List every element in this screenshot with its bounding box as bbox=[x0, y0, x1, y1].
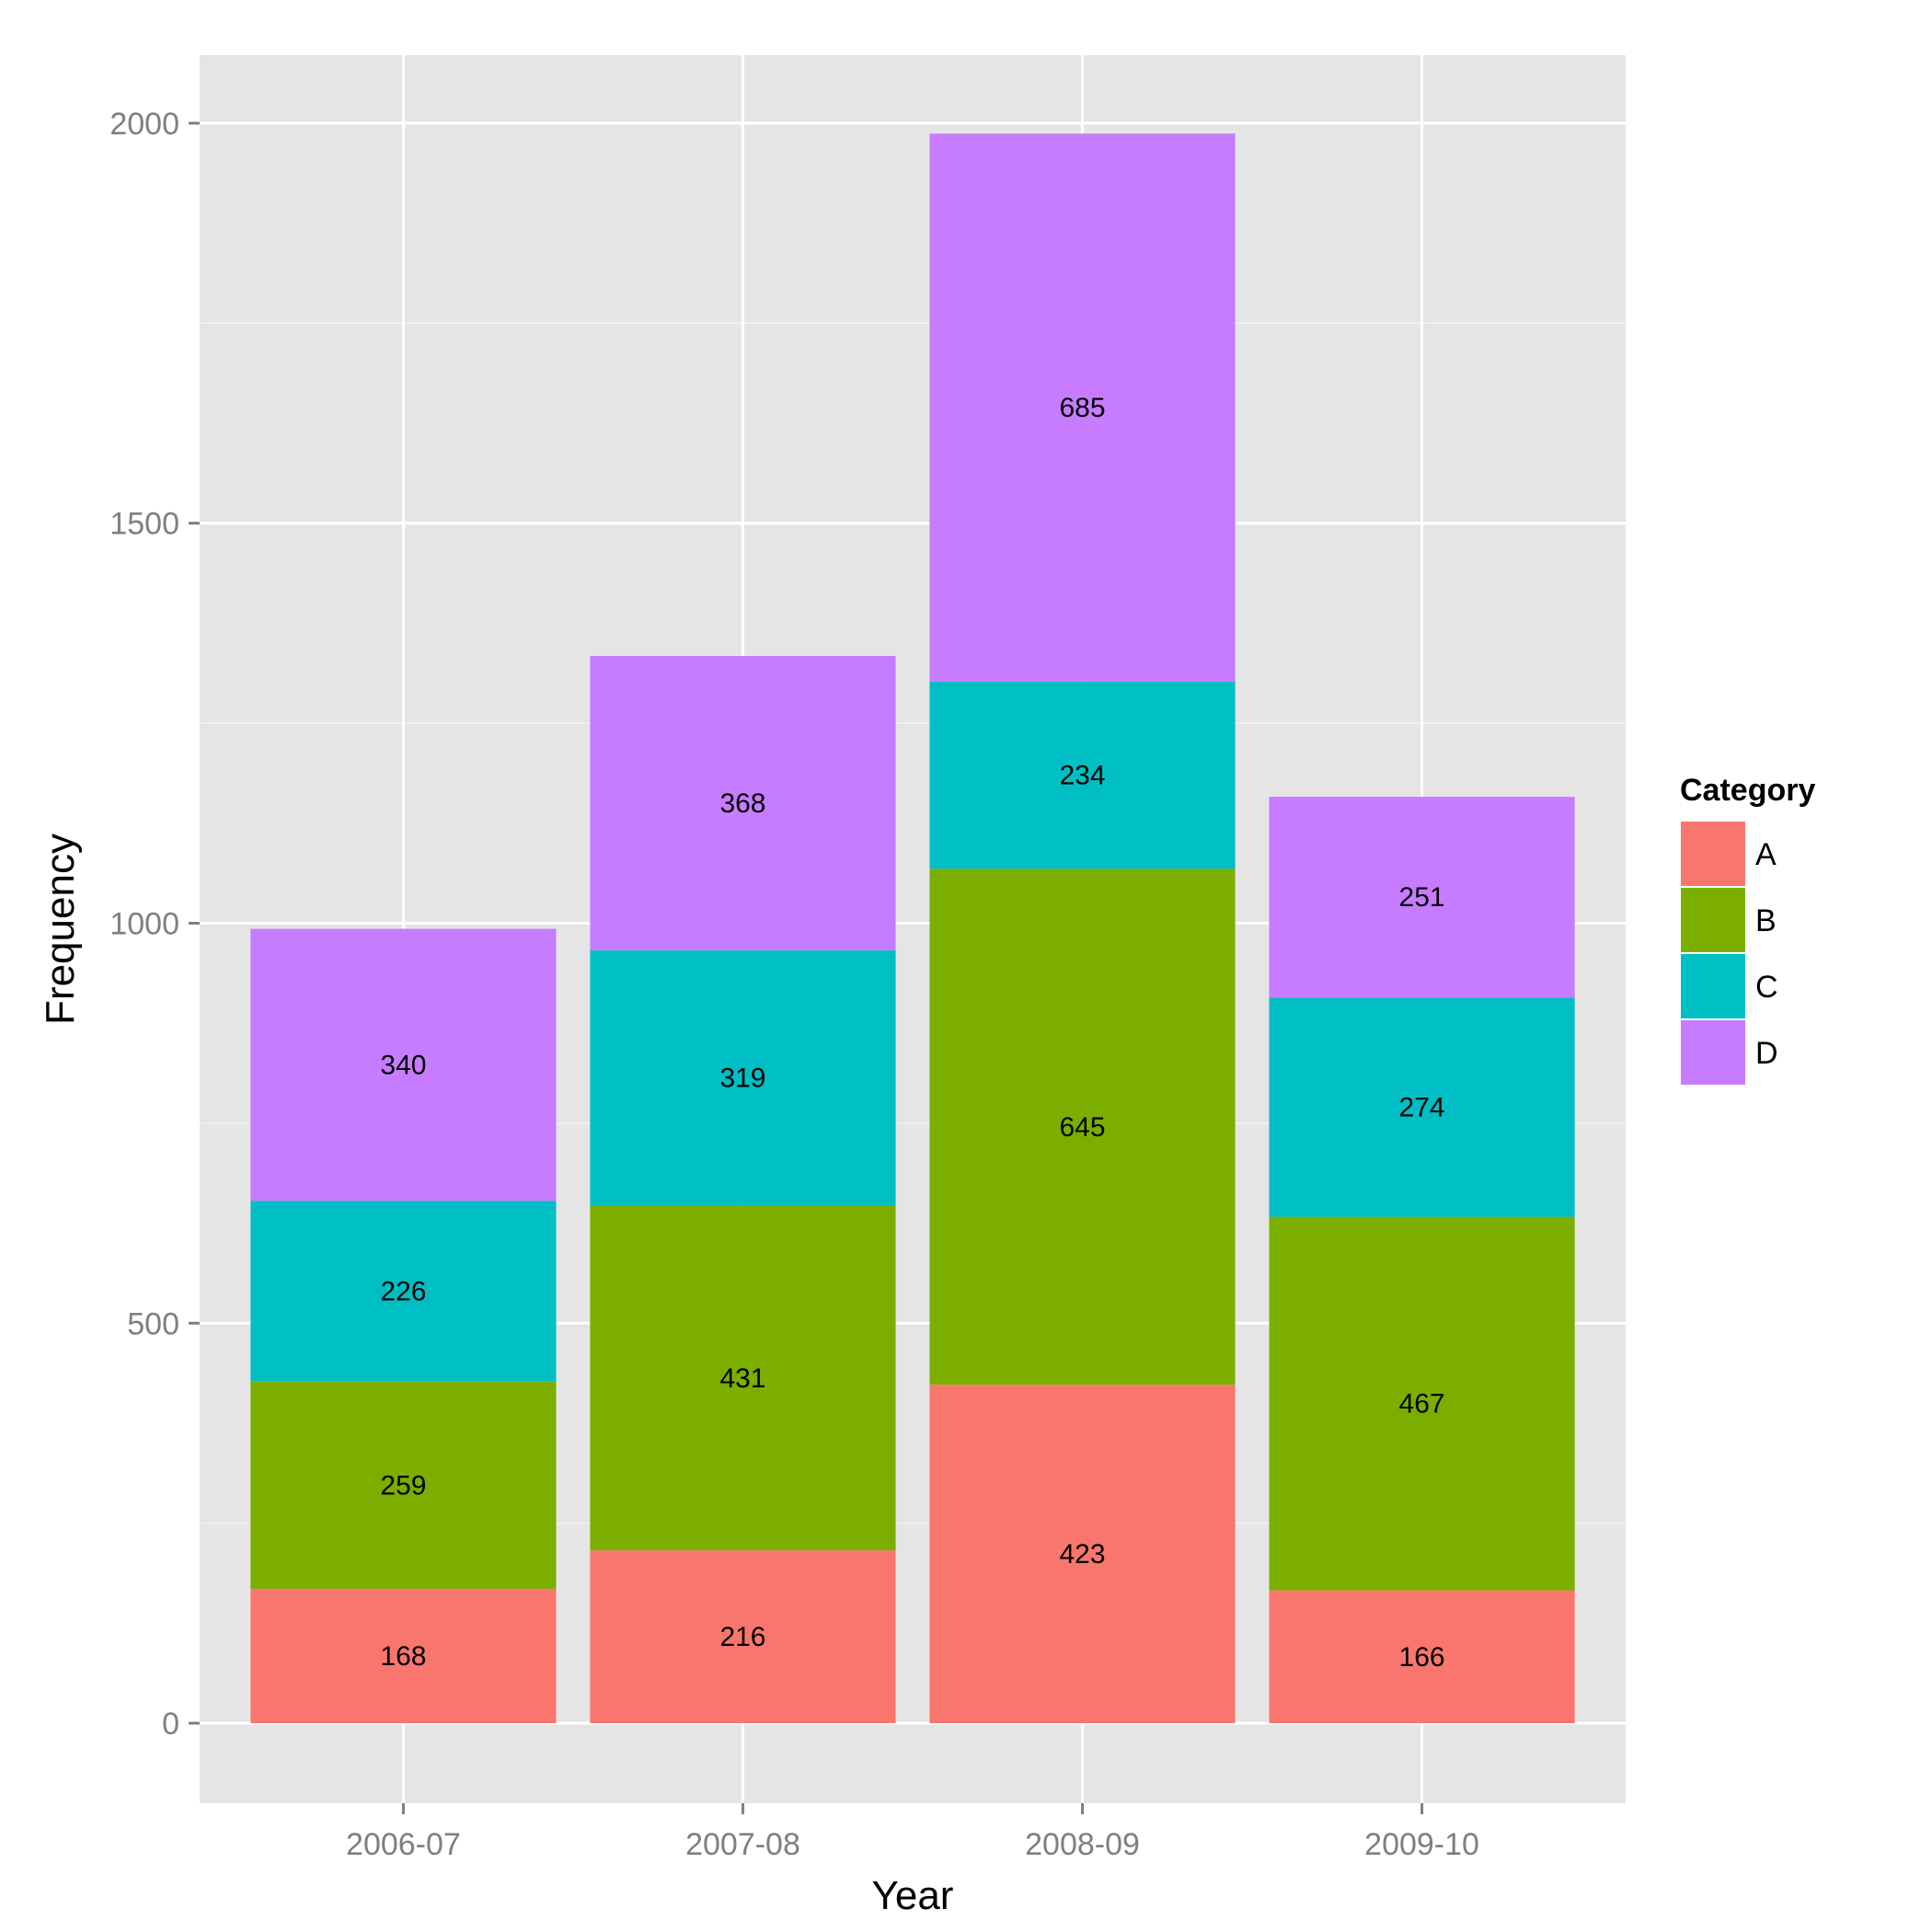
bar-segment-b-2009-10 bbox=[1269, 1216, 1575, 1591]
bar-segment-a-2009-10 bbox=[1269, 1590, 1575, 1724]
bar-segment-d-2009-10 bbox=[1269, 797, 1575, 998]
y-tick-label: 1000 bbox=[109, 906, 179, 941]
bar-data-label: 645 bbox=[1059, 1112, 1105, 1143]
bar-data-label: 319 bbox=[719, 1064, 765, 1094]
bar-segment-c-2008-09 bbox=[929, 681, 1236, 869]
legend-label-a: A bbox=[1755, 837, 1777, 872]
bar-segment-c-2009-10 bbox=[1269, 997, 1575, 1217]
bar-segment-d-2007-08 bbox=[590, 656, 896, 951]
legend-key-b bbox=[1679, 886, 1747, 954]
bar-segment-a-2007-08 bbox=[590, 1550, 896, 1724]
x-axis-title: Year bbox=[872, 1873, 954, 1918]
legend-label-c: C bbox=[1755, 970, 1778, 1005]
bar-data-label: 423 bbox=[1059, 1539, 1105, 1570]
y-axis: 0 500 1000 1500 2000 bbox=[109, 107, 200, 1742]
bar-data-label: 685 bbox=[1059, 393, 1105, 423]
x-tick-label: 2008-09 bbox=[1025, 1827, 1140, 1862]
bar-segment-d-2006-07 bbox=[250, 928, 557, 1202]
bar-segment-c-2007-08 bbox=[590, 950, 896, 1206]
bar-data-label: 234 bbox=[1059, 761, 1105, 791]
bar-data-label: 467 bbox=[1399, 1389, 1445, 1420]
y-tick-label: 2000 bbox=[109, 107, 179, 142]
bar-data-label: 431 bbox=[719, 1363, 765, 1394]
bar-segment-a-2008-09 bbox=[929, 1385, 1236, 1724]
bar-stack-group bbox=[250, 133, 1575, 1724]
bar-data-label: 274 bbox=[1399, 1092, 1445, 1122]
bar-data-label: 368 bbox=[719, 788, 765, 819]
x-tick-label: 2006-07 bbox=[346, 1827, 461, 1862]
bar-segment-c-2006-07 bbox=[250, 1201, 557, 1382]
bar-label-group: 168 259 226 340 216 431 319 368 423 645 234 685 166 4… bbox=[380, 393, 1444, 1673]
legend-label-b: B bbox=[1755, 903, 1777, 938]
x-axis: 2006-07 2007-08 2008-09 2009-10 bbox=[346, 1803, 1479, 1862]
bar-data-label: 216 bbox=[719, 1622, 765, 1652]
bar-segment-d-2008-09 bbox=[929, 133, 1236, 682]
y-tick-label: 0 bbox=[162, 1707, 179, 1742]
bar-segment-b-2006-07 bbox=[250, 1381, 557, 1589]
x-tick-label: 2009-10 bbox=[1364, 1827, 1479, 1862]
legend-key-a bbox=[1679, 820, 1747, 888]
bar-segment-b-2008-09 bbox=[929, 868, 1236, 1386]
y-tick-label: 1500 bbox=[109, 507, 179, 542]
legend-label-d: D bbox=[1755, 1036, 1778, 1071]
x-tick-label: 2007-08 bbox=[685, 1827, 800, 1862]
y-tick-label: 500 bbox=[127, 1306, 179, 1341]
y-axis-title: Frequency bbox=[38, 834, 83, 1025]
bar-data-label: 226 bbox=[380, 1276, 426, 1306]
bar-segment-b-2007-08 bbox=[590, 1205, 896, 1551]
bar-data-label: 166 bbox=[1399, 1642, 1445, 1673]
bar-data-label: 340 bbox=[380, 1050, 426, 1080]
legend-title: Category bbox=[1680, 773, 1815, 808]
bar-data-label: 259 bbox=[380, 1470, 426, 1501]
bar-data-label: 168 bbox=[380, 1641, 426, 1672]
legend-key-c bbox=[1679, 952, 1747, 1020]
legend-key-d bbox=[1679, 1018, 1747, 1087]
bar-segment-a-2006-07 bbox=[250, 1588, 557, 1724]
bar-data-label: 251 bbox=[1399, 882, 1445, 913]
